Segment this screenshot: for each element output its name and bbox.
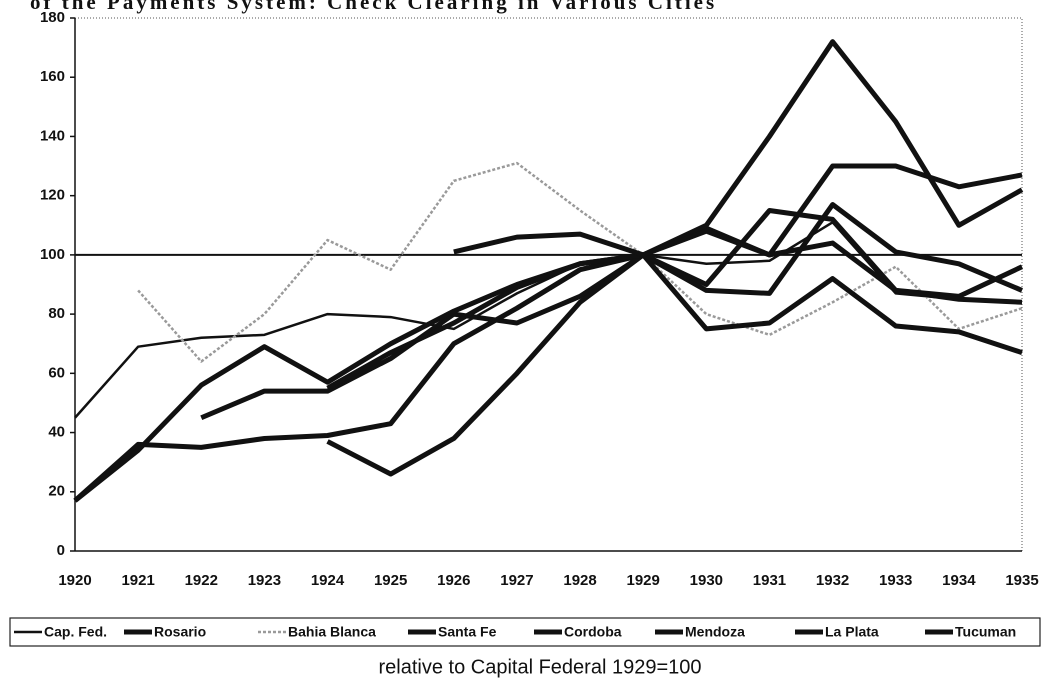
y-tick-label: 140 xyxy=(40,127,65,144)
y-tick-label: 80 xyxy=(48,305,65,322)
series-line xyxy=(453,228,1023,305)
series-line xyxy=(200,39,1024,421)
x-tick-label: 1920 xyxy=(58,572,91,589)
y-tick-label: 120 xyxy=(40,187,65,204)
y-tick-label: 20 xyxy=(48,483,65,500)
y-tick-label: 160 xyxy=(40,68,65,85)
chart-title: of the Payments System: Check Clearing i… xyxy=(30,0,717,14)
series-line xyxy=(73,202,1023,503)
x-tick-label: 1935 xyxy=(1005,572,1038,589)
x-tick-label: 1926 xyxy=(437,572,470,589)
y-tick-label: 40 xyxy=(48,424,65,441)
y-tick-label: 100 xyxy=(40,246,65,263)
x-tick-label: 1934 xyxy=(942,572,976,589)
legend-label: La Plata xyxy=(825,624,879,640)
legend-label: Tucuman xyxy=(955,624,1016,640)
x-tick-label: 1924 xyxy=(311,572,345,589)
x-tick-label: 1925 xyxy=(374,572,407,589)
x-tick-label: 1929 xyxy=(627,572,660,589)
x-tick-label: 1933 xyxy=(879,572,912,589)
y-tick-label: 180 xyxy=(40,9,65,26)
legend-label: Cordoba xyxy=(564,624,622,640)
series-line xyxy=(74,221,1023,419)
x-tick-label: 1928 xyxy=(563,572,596,589)
legend-label: Bahia Blanca xyxy=(288,624,376,640)
y-tick-label: 0 xyxy=(57,542,65,559)
chart-note: relative to Capital Federal 1929=100 xyxy=(379,656,702,678)
legend-label: Rosario xyxy=(154,624,206,640)
legend-box xyxy=(9,617,1041,647)
series-line xyxy=(73,163,1023,503)
legend-label: Santa Fe xyxy=(438,624,497,640)
x-tick-label: 1932 xyxy=(816,572,849,589)
x-tick-label: 1921 xyxy=(121,572,154,589)
series-line xyxy=(137,161,1023,363)
series-line xyxy=(326,252,1023,477)
y-tick-label: 60 xyxy=(48,364,65,381)
x-tick-label: 1931 xyxy=(753,572,786,589)
series-line xyxy=(326,207,1024,391)
x-tick-label: 1930 xyxy=(690,572,723,589)
x-tick-label: 1922 xyxy=(185,572,218,589)
legend-label: Mendoza xyxy=(685,624,745,640)
legend-label: Cap. Fed. xyxy=(44,624,107,640)
x-tick-label: 1927 xyxy=(500,572,533,589)
x-tick-label: 1923 xyxy=(248,572,281,589)
